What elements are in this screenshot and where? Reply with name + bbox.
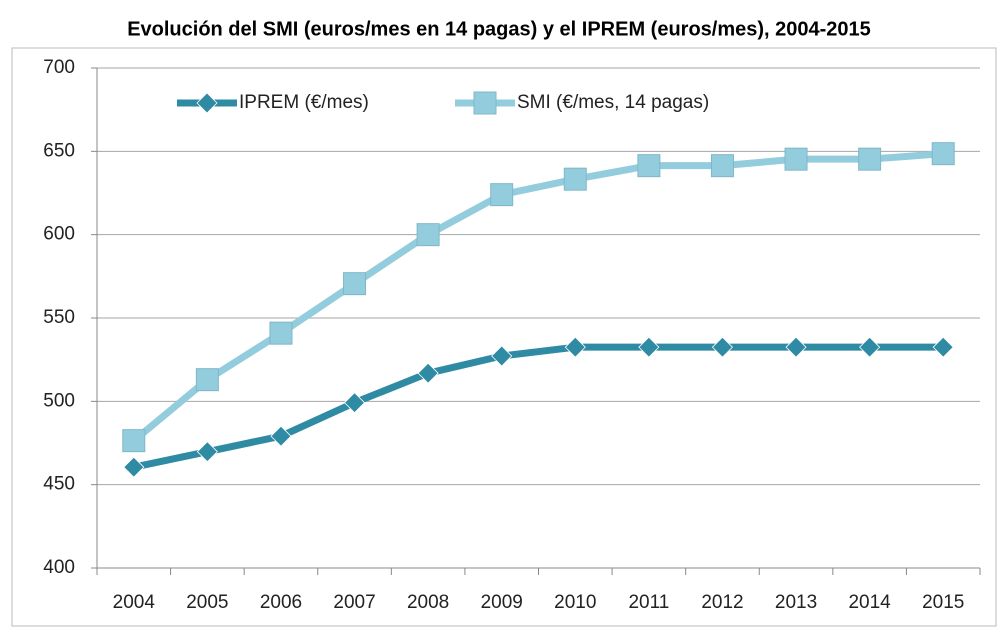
y-tick-label: 600 bbox=[43, 224, 75, 245]
x-tick-label: 2011 bbox=[628, 592, 669, 613]
data-point bbox=[932, 336, 954, 358]
data-point bbox=[637, 154, 661, 178]
x-tick-label: 2006 bbox=[260, 592, 302, 613]
x-tick-label: 2012 bbox=[701, 592, 743, 613]
series-line bbox=[133, 343, 944, 471]
data-point bbox=[491, 345, 513, 367]
y-tick-label: 700 bbox=[43, 57, 75, 78]
data-point bbox=[563, 167, 587, 191]
data-point bbox=[123, 456, 145, 478]
x-tick-label: 2005 bbox=[186, 592, 228, 613]
data-point bbox=[710, 154, 734, 178]
data-point bbox=[343, 272, 367, 296]
data-point bbox=[859, 336, 881, 358]
y-tick-label: 450 bbox=[43, 474, 75, 495]
x-tick-label: 2015 bbox=[922, 592, 964, 613]
data-point bbox=[122, 429, 146, 453]
data-point bbox=[564, 336, 586, 358]
chart-title: Evolución del SMI (euros/mes en 14 pagas… bbox=[127, 18, 871, 40]
x-tick-label: 2013 bbox=[775, 592, 817, 613]
legend-marker bbox=[473, 91, 497, 115]
x-tick-label: 2009 bbox=[481, 592, 523, 613]
x-tick-label: 2004 bbox=[113, 592, 156, 613]
data-point bbox=[343, 392, 366, 414]
data-point bbox=[785, 336, 807, 358]
data-point bbox=[784, 147, 808, 171]
data-point bbox=[195, 368, 219, 392]
y-tick-label: 550 bbox=[43, 307, 75, 328]
x-tick-label: 2010 bbox=[554, 592, 596, 613]
data-point bbox=[931, 142, 955, 166]
data-point bbox=[711, 336, 734, 358]
y-tick-label: 650 bbox=[43, 140, 75, 161]
legend-label: SMI (€/mes, 14 pagas) bbox=[517, 92, 709, 113]
x-tick-label: 2007 bbox=[333, 592, 375, 613]
data-point bbox=[416, 223, 440, 247]
data-point bbox=[196, 441, 218, 463]
data-point bbox=[417, 362, 439, 384]
data-point bbox=[858, 147, 882, 171]
legend-item: IPREM (€/mes) bbox=[177, 92, 369, 114]
x-tick-label: 2014 bbox=[848, 592, 891, 613]
data-point bbox=[490, 183, 514, 207]
data-point bbox=[270, 425, 292, 447]
data-point bbox=[269, 321, 293, 345]
chart-frame bbox=[11, 47, 997, 627]
x-tick-label: 2008 bbox=[407, 592, 449, 613]
y-tick-label: 500 bbox=[43, 390, 75, 411]
legend-item: SMI (€/mes, 14 pagas) bbox=[455, 91, 709, 115]
data-point bbox=[638, 336, 660, 358]
legend-label: IPREM (€/mes) bbox=[239, 92, 369, 113]
y-tick-label: 400 bbox=[43, 557, 75, 578]
series-line bbox=[131, 150, 944, 444]
legend-marker bbox=[196, 92, 218, 114]
